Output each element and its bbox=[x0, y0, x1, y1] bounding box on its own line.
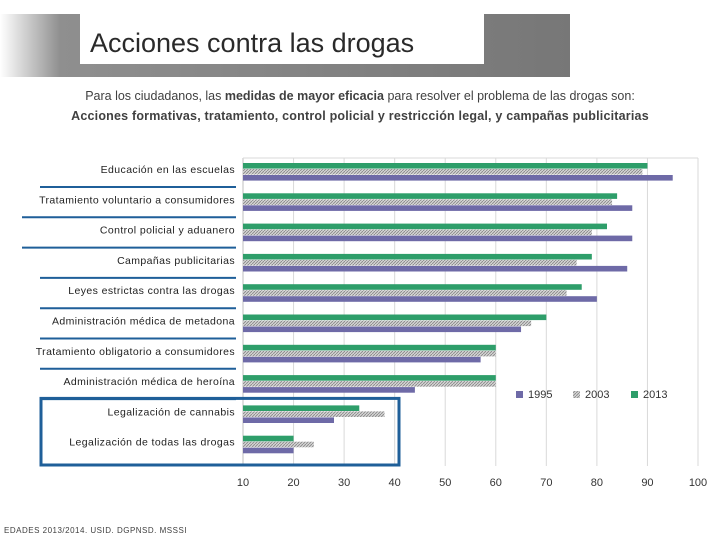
bar-2003 bbox=[243, 169, 643, 175]
category-label: Legalización de cannabis bbox=[107, 406, 235, 418]
bar-2003 bbox=[243, 290, 567, 296]
bar-1995 bbox=[243, 205, 633, 211]
bar-1995 bbox=[243, 265, 628, 272]
x-tick-label: 100 bbox=[689, 477, 707, 489]
category-label: Leyes estrictas contra las drogas bbox=[68, 285, 235, 297]
category-label: Tratamiento voluntario a consumidores bbox=[39, 194, 235, 206]
x-tick-label: 10 bbox=[237, 477, 249, 489]
bar-2013 bbox=[243, 405, 360, 411]
x-tick-label: 80 bbox=[591, 477, 603, 489]
bar-1995 bbox=[243, 235, 633, 242]
legend-swatch-1995 bbox=[516, 391, 523, 398]
bar-2003 bbox=[243, 259, 577, 266]
bar-1995 bbox=[243, 326, 522, 333]
subtitle-emphasis: medidas de mayor eficacia bbox=[224, 89, 384, 103]
category-label: Educación en las escuelas bbox=[101, 164, 235, 176]
bar-1995 bbox=[243, 356, 481, 363]
bar-2013 bbox=[243, 253, 592, 260]
source-note: EDADES 2013/2014. USID. DGPNSD. MSSSI bbox=[4, 526, 188, 535]
title-box bbox=[80, 14, 484, 64]
subtitle-line-1: Para los ciudadanos, las medidas de mayo… bbox=[0, 86, 720, 106]
subtitle: Para los ciudadanos, las medidas de mayo… bbox=[0, 86, 720, 126]
legend-swatch-2013 bbox=[631, 391, 638, 398]
page-title: Acciones contra las drogas bbox=[90, 28, 415, 58]
bar-2003 bbox=[243, 381, 496, 387]
legend-swatch-2003 bbox=[573, 391, 580, 398]
bar-2013 bbox=[243, 284, 582, 290]
bar-2003 bbox=[243, 441, 314, 448]
legend-label-1995: 1995 bbox=[528, 389, 552, 401]
subtitle-suffix: para resolver el problema de las drogas … bbox=[383, 89, 635, 103]
bar-2013 bbox=[243, 435, 294, 442]
category-label: Administración médica de metadona bbox=[52, 316, 235, 328]
category-label: Legalización de todas las drogas bbox=[69, 437, 235, 449]
bar-2003 bbox=[243, 411, 385, 417]
bar-1995 bbox=[243, 447, 294, 454]
bar-2013 bbox=[243, 344, 496, 351]
x-tick-label: 90 bbox=[641, 477, 653, 489]
x-tick-label: 20 bbox=[287, 477, 299, 489]
x-tick-label: 40 bbox=[389, 477, 401, 489]
x-tick-label: 60 bbox=[490, 477, 502, 489]
bar-1995 bbox=[243, 417, 334, 423]
bar-2003 bbox=[243, 350, 496, 357]
category-label: Administración médica de heroína bbox=[63, 376, 235, 388]
legend-label-2013: 2013 bbox=[643, 389, 667, 401]
x-tick-label: 50 bbox=[439, 477, 451, 489]
x-tick-label: 30 bbox=[338, 477, 350, 489]
category-label: Control policial y aduanero bbox=[100, 225, 235, 237]
subtitle-line-2: Acciones formativas, tratamiento, contro… bbox=[71, 109, 649, 123]
bar-1995 bbox=[243, 296, 597, 302]
bar-2013 bbox=[243, 314, 547, 321]
bar-2003 bbox=[243, 320, 532, 327]
bar-2003 bbox=[243, 199, 613, 205]
highlight-box bbox=[39, 396, 401, 467]
bar-1995 bbox=[243, 175, 673, 181]
bar-1995 bbox=[243, 387, 415, 393]
subtitle-prefix: Para los ciudadanos, las bbox=[85, 89, 225, 103]
bar-2013 bbox=[243, 163, 648, 169]
bar-2013 bbox=[243, 375, 496, 381]
bar-2003 bbox=[243, 229, 592, 236]
category-label: Tratamiento obligatorio a consumidores bbox=[36, 346, 235, 358]
bar-2013 bbox=[243, 223, 607, 230]
category-label: Campañas publicitarias bbox=[117, 255, 235, 267]
bar-2013 bbox=[243, 193, 618, 199]
legend-label-2003: 2003 bbox=[585, 389, 609, 401]
x-tick-label: 70 bbox=[540, 477, 552, 489]
